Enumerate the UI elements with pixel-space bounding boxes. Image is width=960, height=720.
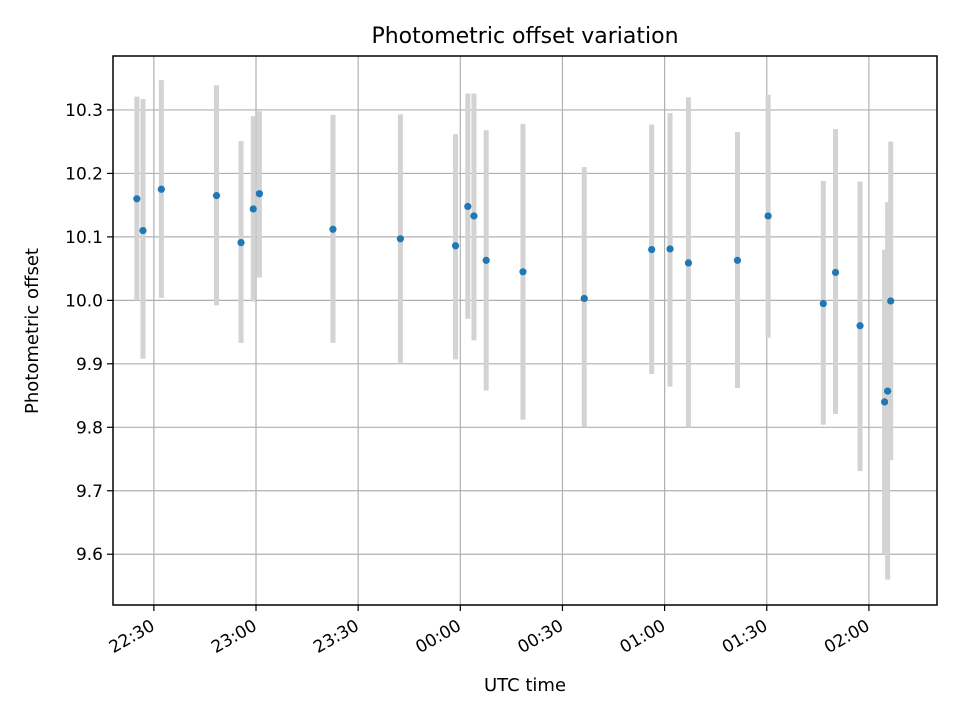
- y-axis-ticks: 9.6 9.7 9.8 9.9 10.0 10.1 10.2 10.3: [65, 101, 113, 565]
- data-point: [856, 322, 864, 330]
- y-tick-label: 10.0: [65, 291, 103, 311]
- data-point: [237, 238, 245, 247]
- x-tick-label: 00:30: [515, 616, 567, 658]
- x-axis-ticks: 22:30 23:00 23:30 00:00 00:30 01:00 01:30 02:00: [106, 605, 873, 658]
- data-point: [139, 226, 147, 235]
- data-point: [648, 245, 656, 254]
- data-points: [133, 185, 895, 406]
- data-point: [831, 268, 840, 277]
- data-point: [580, 294, 588, 303]
- data-point: [133, 195, 141, 203]
- data-point: [880, 398, 889, 406]
- y-tick-label: 10.2: [65, 164, 103, 184]
- data-point: [887, 297, 895, 305]
- chart-title: Photometric offset variation: [371, 24, 678, 49]
- data-point: [666, 245, 674, 253]
- plot-frame: [112, 55, 938, 606]
- y-axis-label: Photometric offset: [22, 248, 43, 414]
- data-point: [884, 387, 892, 395]
- error-bars: [134, 80, 894, 580]
- data-point: [396, 235, 404, 243]
- y-tick-label: 9.7: [76, 482, 103, 502]
- x-tick-label: 01:00: [617, 616, 669, 658]
- y-tick-label: 9.9: [76, 355, 103, 375]
- data-point: [212, 192, 221, 200]
- data-point: [733, 256, 742, 264]
- data-point: [764, 212, 772, 220]
- y-tick-label: 10.1: [65, 228, 103, 248]
- data-point: [451, 242, 460, 250]
- data-point: [255, 190, 264, 198]
- data-point: [470, 212, 478, 220]
- data-point: [519, 268, 527, 276]
- y-tick-label: 10.3: [65, 101, 103, 121]
- y-tick-label: 9.6: [76, 545, 103, 565]
- x-tick-label: 02:00: [821, 616, 873, 658]
- x-tick-label: 00:00: [412, 616, 464, 658]
- y-tick-label: 9.8: [76, 418, 103, 438]
- x-tick-label: 23:00: [208, 616, 260, 658]
- data-point: [464, 202, 472, 211]
- x-tick-label: 01:30: [719, 616, 771, 658]
- data-point: [482, 256, 490, 264]
- x-tick-label: 23:30: [310, 616, 362, 658]
- x-axis-label: UTC time: [484, 675, 566, 696]
- x-tick-label: 22:30: [106, 616, 158, 658]
- data-point: [249, 205, 257, 213]
- data-point: [329, 225, 337, 233]
- data-point: [819, 299, 827, 308]
- data-point: [157, 185, 165, 193]
- data-point: [684, 259, 693, 267]
